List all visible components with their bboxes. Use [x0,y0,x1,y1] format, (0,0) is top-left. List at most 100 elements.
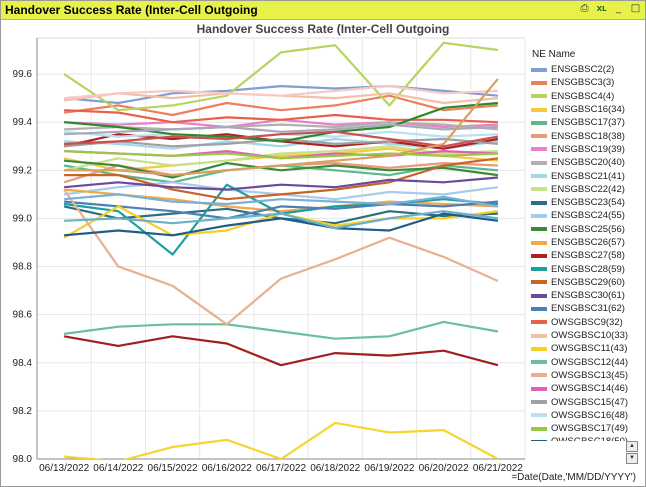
legend-swatch [531,439,547,441]
legend-label: ENSGBSC26(57) [551,237,625,248]
legend-label: ENSGBSC22(42) [551,183,625,195]
legend-item[interactable]: OWSGBSC16(48) [531,409,643,422]
legend-swatch [531,293,547,298]
series-line-35[interactable] [64,130,499,148]
legend-swatch [531,413,547,418]
legend-item[interactable]: OWSGBSC15(47) [531,395,643,408]
legend-swatch [531,134,547,139]
series-line-23[interactable] [63,188,499,326]
series-line-7[interactable] [64,121,498,131]
legend-title: NE Name [532,49,576,60]
legend-swatch [531,306,547,311]
legend-swatch [531,400,547,405]
legend-label: ENSGBSC3(3) [551,77,615,89]
legend-label: ENSGBSC2(2) [551,64,615,76]
legend-label: OWSGBSC15(47) [551,396,629,408]
legend-item[interactable]: OWSGBSC14(46) [531,382,643,395]
y-tick-label: 99.2 [13,165,33,176]
legend-swatch [531,107,547,112]
series-group [63,41,499,462]
x-tick-label: 06/14/2022 [93,463,143,474]
series-line-19[interactable] [64,109,498,124]
series-line-27[interactable] [64,150,498,160]
series-line-16[interactable] [64,157,499,201]
x-axis-caption: =Date(Date,'MM/DD/YYYY') [511,472,636,483]
series-line-29[interactable] [64,84,498,100]
legend-label: OWSGBSC13(45) [551,369,629,381]
legend-item[interactable]: OWSGBSC10(33) [531,329,643,342]
legend-swatch [531,120,547,125]
legend-item[interactable]: ENSGBSC22(42) [531,183,643,196]
legend-item[interactable]: ENSGBSC2(2) [531,63,643,76]
y-tick-label: 98.4 [13,358,33,369]
legend-item[interactable]: ENSGBSC20(40) [531,156,643,169]
x-tick-label: 06/20/2022 [419,463,469,474]
legend-item[interactable]: ENSGBSC19(39) [531,143,643,156]
legend-item[interactable]: OWSGBSC9(32) [531,316,643,329]
legend-label: OWSGBSC11(43) [551,343,628,355]
legend-item[interactable]: ENSGBSC4(4) [531,90,643,103]
legend-item[interactable]: ENSGBSC28(59) [531,262,643,275]
legend-label: OWSGBSC18(50) [551,436,628,441]
chart-legend[interactable]: ENSGBSC2(2) ENSGBSC3(3) ENSGBSC4(4) ENSGBSC… [531,63,643,441]
legend-item[interactable]: OWSGBSC11(43) [531,342,643,355]
legend-item[interactable]: ENSGBSC3(3) [531,76,643,89]
series-line-32[interactable] [63,335,499,367]
series-line-36[interactable] [64,78,499,177]
legend-item[interactable]: ENSGBSC26(57) [531,236,643,249]
legend-item[interactable]: ENSGBSC16(34) [531,103,643,116]
series-line-18[interactable] [64,200,498,220]
series-line-9[interactable] [63,145,498,172]
legend-scroll-up-button[interactable]: ▲ [626,441,638,452]
series-line-17[interactable] [64,176,498,191]
x-tick-label: 06/15/2022 [148,463,198,474]
series-line-2[interactable] [63,41,499,112]
legend-item[interactable]: ENSGBSC18(38) [531,129,643,142]
legend-item[interactable]: OWSGBSC17(49) [531,422,643,435]
maximize-icon[interactable]: □ [630,3,641,14]
series-line-25[interactable] [64,137,498,148]
print-icon[interactable]: ⎙ [580,3,589,14]
legend-label: OWSGBSC10(33) [551,330,629,342]
legend-item[interactable]: OWSGBSC18(50) [531,435,643,441]
legend-item[interactable]: ENSGBSC30(61) [531,289,643,302]
minimize-icon[interactable]: _ [616,3,621,14]
legend-swatch [531,227,547,232]
titlebar-icons: ⎙ XL _ □ [579,3,641,15]
legend-label: ENSGBSC31(62) [551,303,625,315]
legend-item[interactable]: ENSGBSC29(60) [531,276,643,289]
series-line-37[interactable] [64,193,499,208]
x-tick-label: 06/21/2022 [473,463,523,474]
legend-swatch [531,333,547,338]
y-tick-label: 98.2 [13,406,33,417]
legend-label: OWSGBSC12(44) [551,356,629,368]
legend-label: ENSGBSC21(41) [551,170,625,182]
legend-swatch [531,253,547,258]
legend-item[interactable]: ENSGBSC23(54) [531,196,643,209]
xl-icon[interactable]: XL [596,5,607,13]
legend-item[interactable]: ENSGBSC31(62) [531,302,643,315]
legend-item[interactable]: OWSGBSC12(44) [531,356,643,369]
series-line-31[interactable] [64,123,498,136]
legend-item[interactable]: ENSGBSC27(58) [531,249,643,262]
legend-item[interactable]: ENSGBSC17(37) [531,116,643,129]
series-line-12[interactable] [64,159,499,179]
series-line-34[interactable] [64,210,499,230]
series-line-0[interactable] [64,84,498,105]
legend-label: ENSGBSC24(55) [551,210,625,222]
legend-label: ENSGBSC17(37) [551,117,625,129]
window-titlebar[interactable]: Handover Success Rate (Inter-Cell Outgoi… [1,1,645,20]
series-line-28[interactable] [64,212,499,237]
legend-item[interactable]: ENSGBSC21(41) [531,169,643,182]
x-tick-label: 06/17/2022 [256,463,306,474]
series-line-33[interactable] [64,421,499,462]
legend-scroll-down-button[interactable]: ▼ [626,453,638,464]
y-tick-label: 98.0 [13,454,33,465]
series-line-22[interactable] [63,320,499,340]
series-line-30[interactable] [64,101,498,143]
legend-item[interactable]: ENSGBSC25(56) [531,223,643,236]
legend-item[interactable]: ENSGBSC24(55) [531,209,643,222]
legend-label: ENSGBSC19(39) [551,143,625,155]
legend-item[interactable]: OWSGBSC13(45) [531,369,643,382]
legend-swatch [531,160,547,165]
